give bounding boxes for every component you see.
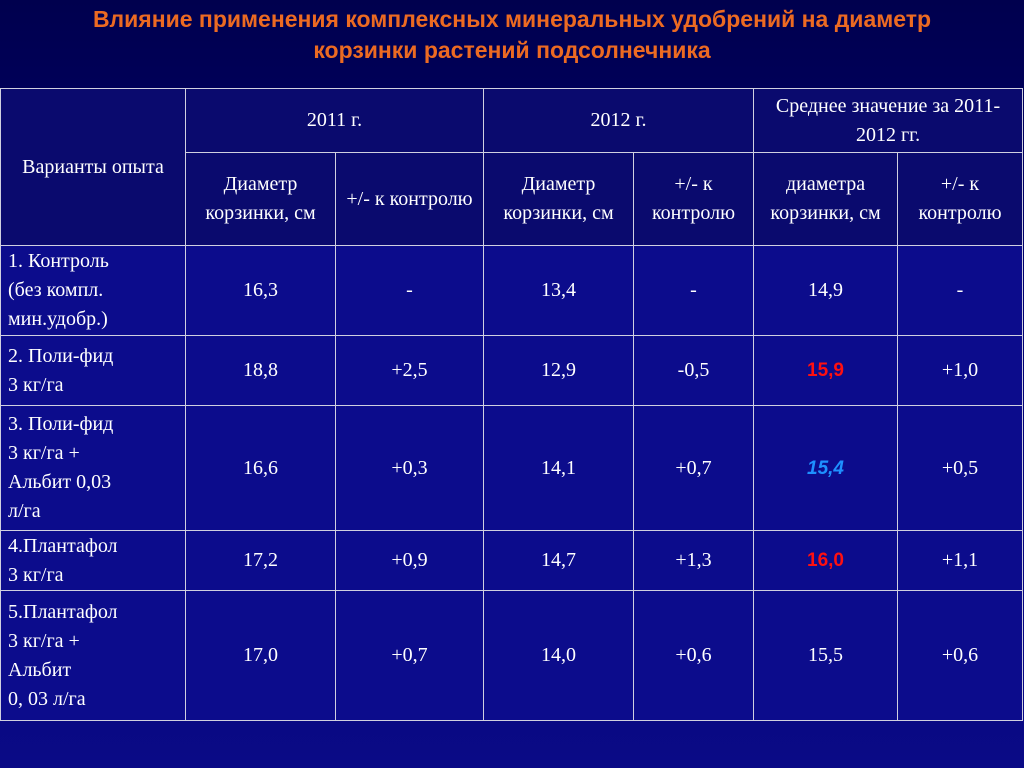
header-cell: Диаметр корзинки, см — [185, 152, 336, 246]
results-table: Варианты опыта 2011 г. 2012 г. Среднее з… — [0, 88, 1024, 721]
header-cell: +/- к контролю — [897, 152, 1024, 246]
value-cell: +0,6 — [897, 590, 1024, 721]
value-cell: +1,1 — [897, 530, 1024, 591]
value-cell: 12,9 — [483, 335, 634, 406]
value-cell: 15,5 — [753, 590, 899, 721]
value-cell: +0,7 — [335, 590, 484, 721]
variant-cell: 3. Поли-фид 3 кг/га + Альбит 0,03 л/га — [0, 405, 186, 531]
data-row: 1. Контроль (без компл. мин.удобр.) 16,3-… — [0, 245, 1024, 336]
value-cell: 13,4 — [483, 245, 634, 336]
value-cell: +0,9 — [335, 530, 484, 591]
variant-cell: 4.Плантафол 3 кг/га — [0, 530, 186, 591]
value-cell: 16,6 — [185, 405, 336, 531]
value-cell: 16,0 — [753, 530, 899, 591]
data-row: 3. Поли-фид 3 кг/га + Альбит 0,03 л/га 16… — [0, 405, 1024, 531]
data-row: 5.Плантафол 3 кг/га + Альбит 0, 03 л/га 1… — [0, 590, 1024, 721]
variant-cell: 5.Плантафол 3 кг/га + Альбит 0, 03 л/га — [0, 590, 186, 721]
header-cell: Варианты опыта — [0, 88, 186, 246]
value-cell: 14,1 — [483, 405, 634, 531]
value-cell: +0,5 — [897, 405, 1024, 531]
value-cell: +0,3 — [335, 405, 484, 531]
value-cell: 14,7 — [483, 530, 634, 591]
value-cell: 14,0 — [483, 590, 634, 721]
variant-cell: 2. Поли-фид 3 кг/га — [0, 335, 186, 406]
header-cell: Диаметр корзинки, см — [483, 152, 634, 246]
value-cell: - — [335, 245, 484, 336]
header-cell: Среднее значение за 2011-2012 гг. — [753, 88, 1024, 153]
header-row: Варианты опыта 2011 г. 2012 г. Среднее з… — [0, 88, 1024, 246]
value-cell: +0,6 — [632, 590, 755, 721]
value-cell: 18,8 — [185, 335, 336, 406]
value-cell: 14,9 — [753, 245, 899, 336]
value-cell: 17,2 — [185, 530, 336, 591]
value-cell: 15,4 — [753, 405, 899, 531]
slide-title: Влияние применения комплексных минеральн… — [92, 6, 932, 63]
header-cell: +/- к контролю — [632, 152, 755, 246]
header-cell: 2012 г. — [482, 88, 755, 153]
value-cell: 16,3 — [185, 245, 336, 336]
data-row: 4.Плантафол 3 кг/га 17,2 +0,9 14,7 +1,3 16,0 +… — [0, 530, 1024, 591]
value-cell: +1,0 — [897, 335, 1024, 406]
variant-cell: 1. Контроль (без компл. мин.удобр.) — [0, 245, 186, 336]
value-cell: +1,3 — [632, 530, 755, 591]
value-cell: +0,7 — [632, 405, 755, 531]
value-cell: 15,9 — [753, 335, 899, 406]
value-cell: 17,0 — [185, 590, 336, 721]
header-cell: +/- к контролю — [335, 152, 484, 246]
header-row: Диаметр корзинки, см +/- к контролю Диам… — [1, 152, 1024, 246]
value-cell: +2,5 — [335, 335, 484, 406]
value-cell: - — [632, 245, 755, 336]
value-cell: - — [897, 245, 1024, 336]
header-cell: диаметра корзинки, см — [753, 152, 899, 246]
header-cell: 2011 г. — [185, 88, 484, 153]
value-cell: -0,5 — [632, 335, 755, 406]
data-row: 2. Поли-фид 3 кг/га 18,8 +2,5 12,9 -0,5 15,9 +… — [0, 335, 1024, 406]
